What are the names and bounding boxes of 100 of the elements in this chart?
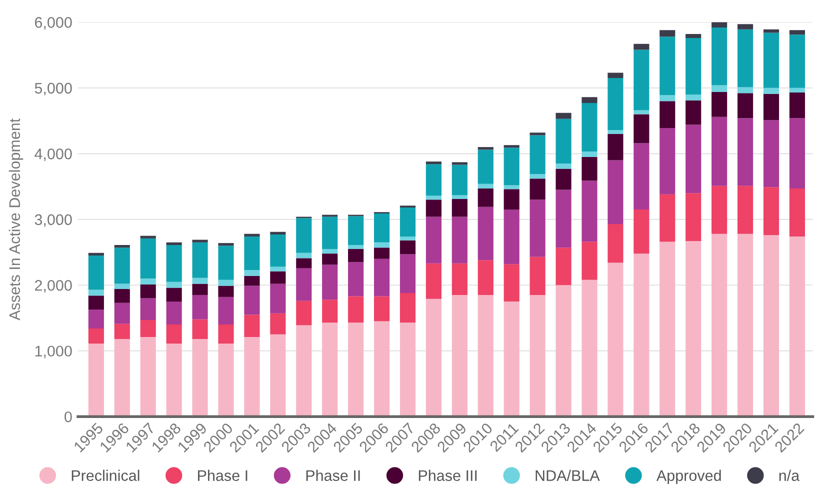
bar [114, 284, 130, 290]
bar [530, 178, 546, 200]
bar [218, 280, 234, 286]
bar [763, 29, 780, 33]
bar [296, 252, 312, 258]
bar [88, 296, 104, 310]
bar [114, 339, 130, 417]
bar [582, 97, 598, 104]
bar [244, 286, 260, 315]
bar [608, 262, 624, 417]
bar [763, 32, 780, 88]
bar [634, 114, 650, 144]
bar [712, 234, 728, 417]
bar [504, 210, 520, 264]
bar [426, 200, 442, 217]
bar [660, 128, 676, 194]
bar [114, 248, 130, 284]
legend-label: NDA/BLA [536, 470, 600, 481]
bar [789, 118, 805, 188]
bar [348, 322, 364, 417]
bar [88, 290, 104, 296]
bar [192, 242, 208, 278]
bar [374, 296, 390, 322]
bar [504, 145, 520, 148]
bar [400, 254, 416, 294]
bar [348, 216, 364, 246]
bar [322, 216, 338, 249]
bar [634, 143, 650, 210]
bar [452, 216, 468, 264]
bar [608, 72, 624, 78]
bar [737, 118, 754, 186]
bar [556, 164, 572, 169]
bar [789, 236, 805, 417]
bar [789, 188, 805, 236]
bar [88, 344, 104, 417]
bar [452, 199, 468, 217]
bar [452, 263, 468, 295]
bar [608, 130, 624, 134]
bar [296, 218, 312, 253]
bar [140, 337, 156, 417]
bar [763, 120, 780, 188]
bar [504, 302, 520, 417]
bar [296, 258, 312, 268]
bar [426, 263, 442, 299]
bar [244, 337, 260, 417]
legend-label: Phase II [306, 470, 360, 481]
bar [478, 147, 494, 150]
bar [478, 184, 494, 188]
bar [166, 282, 182, 288]
bar [348, 245, 364, 249]
bar [660, 194, 676, 242]
bar [712, 92, 728, 117]
bar [322, 248, 338, 254]
bar [556, 118, 572, 164]
bar [400, 236, 416, 240]
bar [192, 339, 208, 417]
y-axis-title: Assets In Active Development [8, 118, 24, 320]
legend-label: Phase I [198, 470, 248, 481]
y-tick-label: 3,000 [34, 214, 72, 227]
bar [582, 152, 598, 157]
bar [478, 260, 494, 295]
bar [88, 256, 104, 290]
bar [504, 185, 520, 190]
bar [712, 22, 728, 28]
bar [88, 309, 104, 328]
bar [608, 224, 624, 263]
bar [504, 189, 520, 210]
y-tick-label: 2,000 [34, 280, 72, 293]
bar [737, 24, 754, 30]
bar [166, 324, 182, 344]
bar [244, 276, 260, 286]
bar [374, 213, 390, 242]
bar [140, 320, 156, 338]
bar [763, 88, 780, 94]
y-tick-label: 4,000 [34, 148, 72, 162]
bar [218, 344, 234, 417]
bar [218, 246, 234, 280]
bar [192, 240, 208, 242]
bar [608, 78, 624, 130]
bar [530, 135, 546, 174]
bar [686, 124, 702, 194]
bar [270, 313, 286, 334]
bar [166, 245, 182, 282]
bar [789, 92, 805, 118]
bar [348, 262, 364, 296]
bar [582, 180, 598, 242]
bar [608, 134, 624, 160]
bar [452, 195, 468, 200]
bar [322, 254, 338, 265]
bar [374, 242, 390, 248]
y-tick-label: 1,000 [35, 346, 72, 358]
bar [374, 321, 390, 417]
bar [166, 344, 182, 417]
bar [530, 174, 546, 179]
bar [478, 294, 494, 417]
bar [296, 325, 312, 417]
bar [140, 236, 156, 238]
bar [530, 132, 546, 136]
y-tick-label: 5,000 [34, 82, 72, 96]
bar [348, 248, 364, 262]
